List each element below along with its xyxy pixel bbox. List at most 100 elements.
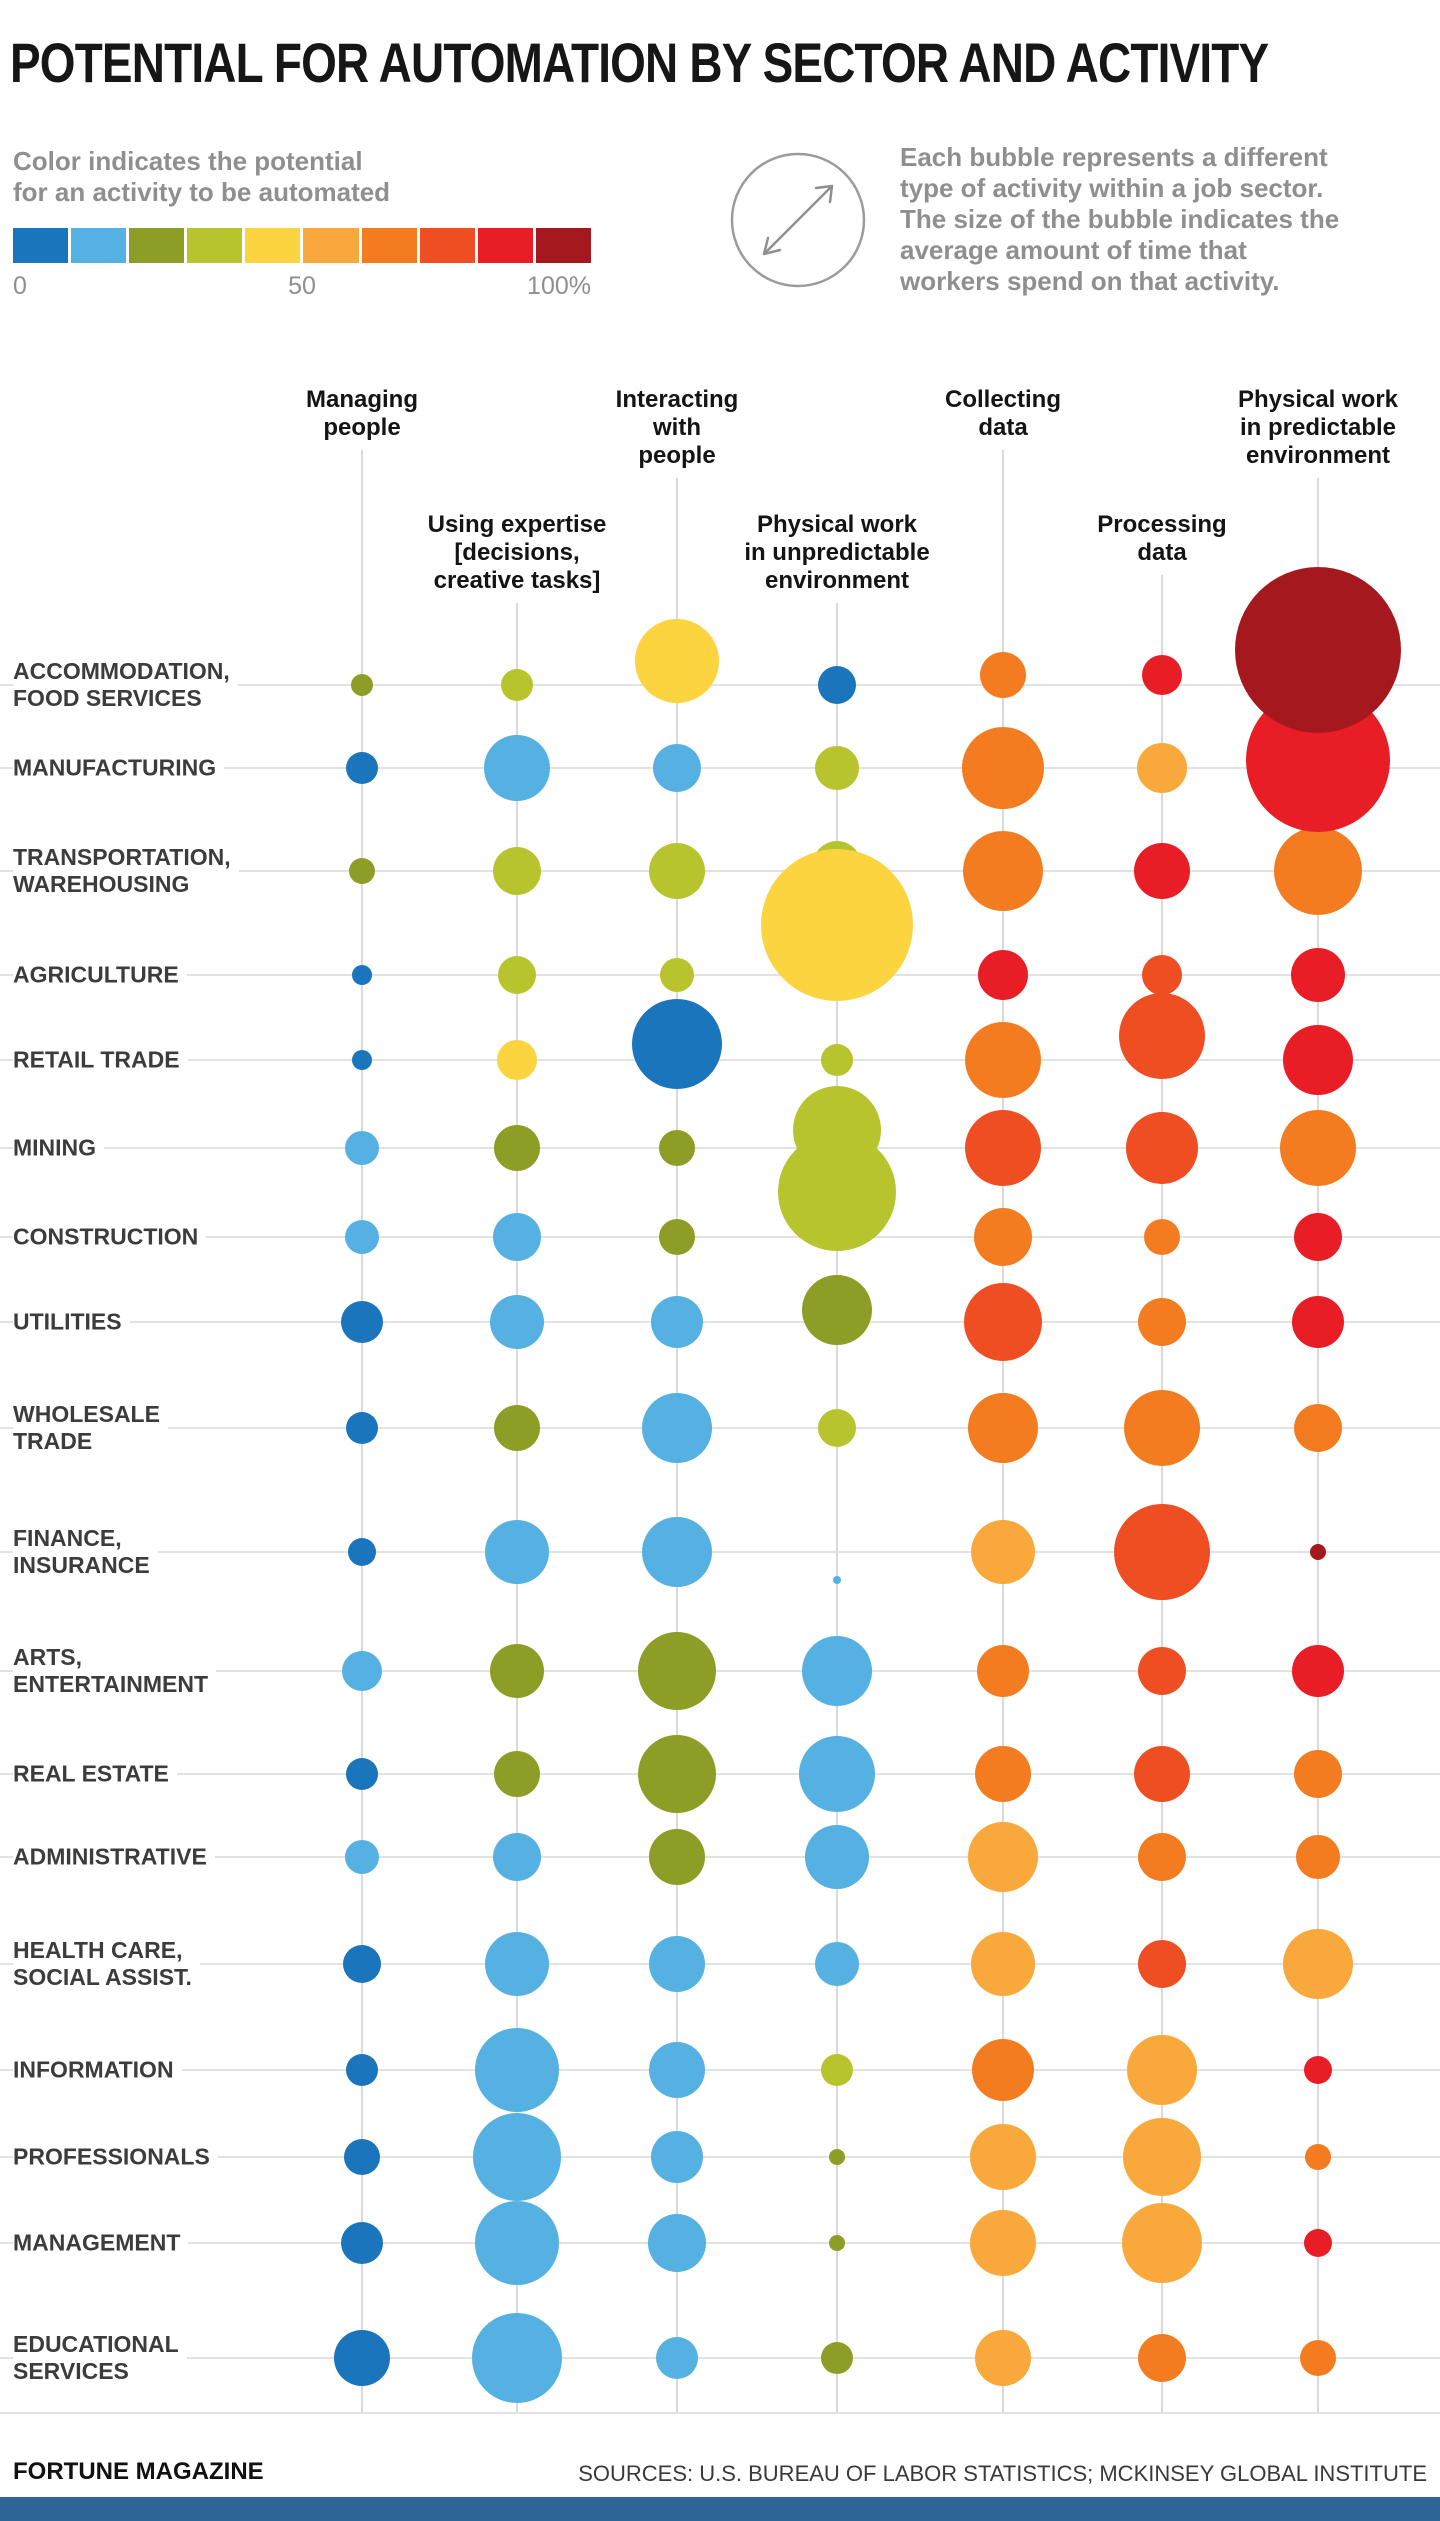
row-line: [0, 684, 1440, 686]
bubble-12-5: [1138, 1833, 1186, 1881]
bubble-13-1: [485, 1932, 549, 1996]
bubble-0-5: [1142, 655, 1182, 695]
bubble-17-1: [472, 2313, 562, 2403]
bubble-6-3: [778, 1133, 896, 1251]
row-line: [0, 767, 1440, 769]
bubble-4-3: [821, 1044, 853, 1076]
column-header: Processing data: [1097, 511, 1227, 566]
color-scale-segment: [187, 228, 243, 263]
bubble-8-3: [818, 1409, 856, 1447]
row-label: HEALTH CARE, SOCIAL ASSIST.: [13, 1934, 200, 1994]
bubble-16-1: [475, 2201, 559, 2285]
color-scale-segment: [13, 228, 69, 263]
bubble-7-5: [1138, 1298, 1186, 1346]
bubble-17-3: [821, 2342, 853, 2374]
credit-label: FORTUNE MAGAZINE: [13, 2458, 264, 2485]
bubble-7-0: [341, 1301, 383, 1343]
bubble-15-2: [651, 2131, 703, 2183]
bubble-14-3: [821, 2054, 853, 2086]
bubble-10-2: [638, 1632, 716, 1710]
row-line: [0, 1147, 1440, 1149]
column-header: Physical work in unpredictable environme…: [744, 511, 930, 594]
bubble-5-0: [345, 1131, 379, 1165]
bubble-3-5: [1142, 955, 1182, 995]
bubble-size-icon: [730, 152, 866, 288]
bubble-9-3: [833, 1576, 841, 1584]
bubble-1-5: [1137, 743, 1187, 793]
bubble-5-2: [659, 1130, 695, 1166]
bubble-8-1: [494, 1405, 540, 1451]
row-line: [0, 2242, 1440, 2244]
scale-tick-0: 0: [13, 272, 27, 300]
bubble-14-5: [1127, 2035, 1197, 2105]
bubble-2-1: [493, 847, 541, 895]
bubble-7-2: [651, 1296, 703, 1348]
row-line: [0, 2156, 1440, 2158]
bubble-11-4: [975, 1746, 1031, 1802]
bubble-0-3: [818, 666, 856, 704]
color-legend-note: Color indicates the potential for an act…: [13, 146, 391, 207]
bubble-10-3: [802, 1636, 872, 1706]
row-label: REAL ESTATE: [13, 1757, 177, 1791]
bubble-0-0: [351, 674, 373, 696]
bubble-6-1: [493, 1213, 541, 1261]
row-label: TRANSPORTATION, WAREHOUSING: [13, 841, 239, 901]
bubble-10-6: [1292, 1645, 1344, 1697]
chart-bottom-line: [0, 2412, 1440, 2414]
bubble-10-5: [1138, 1647, 1186, 1695]
color-scale-segment: [245, 228, 301, 263]
bubble-1-0: [346, 752, 378, 784]
bubble-7-1: [490, 1295, 544, 1349]
bubble-16-6: [1304, 2229, 1332, 2257]
bubble-4-4: [965, 1022, 1041, 1098]
row-label: FINANCE, INSURANCE: [13, 1522, 158, 1582]
bubble-16-0: [341, 2222, 383, 2264]
bubble-15-3: [829, 2149, 845, 2165]
bubble-1-2: [653, 744, 701, 792]
bubble-6-2: [659, 1219, 695, 1255]
bubble-7-3: [802, 1275, 872, 1345]
bubble-9-6: [1310, 1544, 1326, 1560]
column-gridline: [516, 603, 518, 2413]
bubble-5-4: [965, 1110, 1041, 1186]
bubble-0-1: [501, 669, 533, 701]
color-scale-segment: [477, 228, 533, 263]
bubble-8-6: [1294, 1404, 1342, 1452]
row-line: [0, 1856, 1440, 1858]
bubble-15-4: [970, 2124, 1036, 2190]
bubble-6-5: [1144, 1219, 1180, 1255]
bubble-4-2: [632, 999, 722, 1089]
row-line: [0, 1236, 1440, 1238]
row-label: WHOLESALE TRADE: [13, 1398, 168, 1458]
bubble-0-2: [635, 619, 719, 703]
bubble-17-6: [1300, 2340, 1336, 2376]
bubble-11-0: [346, 1758, 378, 1790]
row-label: ACCOMMODATION, FOOD SERVICES: [13, 655, 238, 715]
bubble-3-0: [352, 965, 372, 985]
row-line: [0, 1773, 1440, 1775]
bubble-17-0: [334, 2330, 390, 2386]
bubble-14-4: [972, 2039, 1034, 2101]
bubble-8-0: [346, 1412, 378, 1444]
bubble-size-note: Each bubble represents a different type …: [900, 142, 1340, 296]
bubble-12-4: [968, 1822, 1038, 1892]
row-line: [0, 974, 1440, 976]
bubble-10-1: [490, 1644, 544, 1698]
row-label: CONSTRUCTION: [13, 1220, 207, 1254]
color-scale-ticks: 0 50 100%: [13, 272, 591, 302]
column-header: Collecting data: [944, 386, 1061, 441]
color-scale-segment: [71, 228, 127, 263]
column-header: Using expertise [decisions, creative tas…: [427, 511, 607, 594]
bubble-4-1: [497, 1040, 537, 1080]
row-line: [0, 2069, 1440, 2071]
bubble-16-3: [829, 2235, 845, 2251]
row-line: [0, 1427, 1440, 1429]
row-label: ADMINISTRATIVE: [13, 1840, 215, 1874]
bubble-13-0: [343, 1945, 381, 1983]
row-label: INFORMATION: [13, 2053, 182, 2087]
bubble-3-3: [761, 849, 913, 1001]
bubble-6-0: [345, 1220, 379, 1254]
column-gridline: [836, 603, 838, 2413]
bubble-4-6: [1283, 1025, 1353, 1095]
